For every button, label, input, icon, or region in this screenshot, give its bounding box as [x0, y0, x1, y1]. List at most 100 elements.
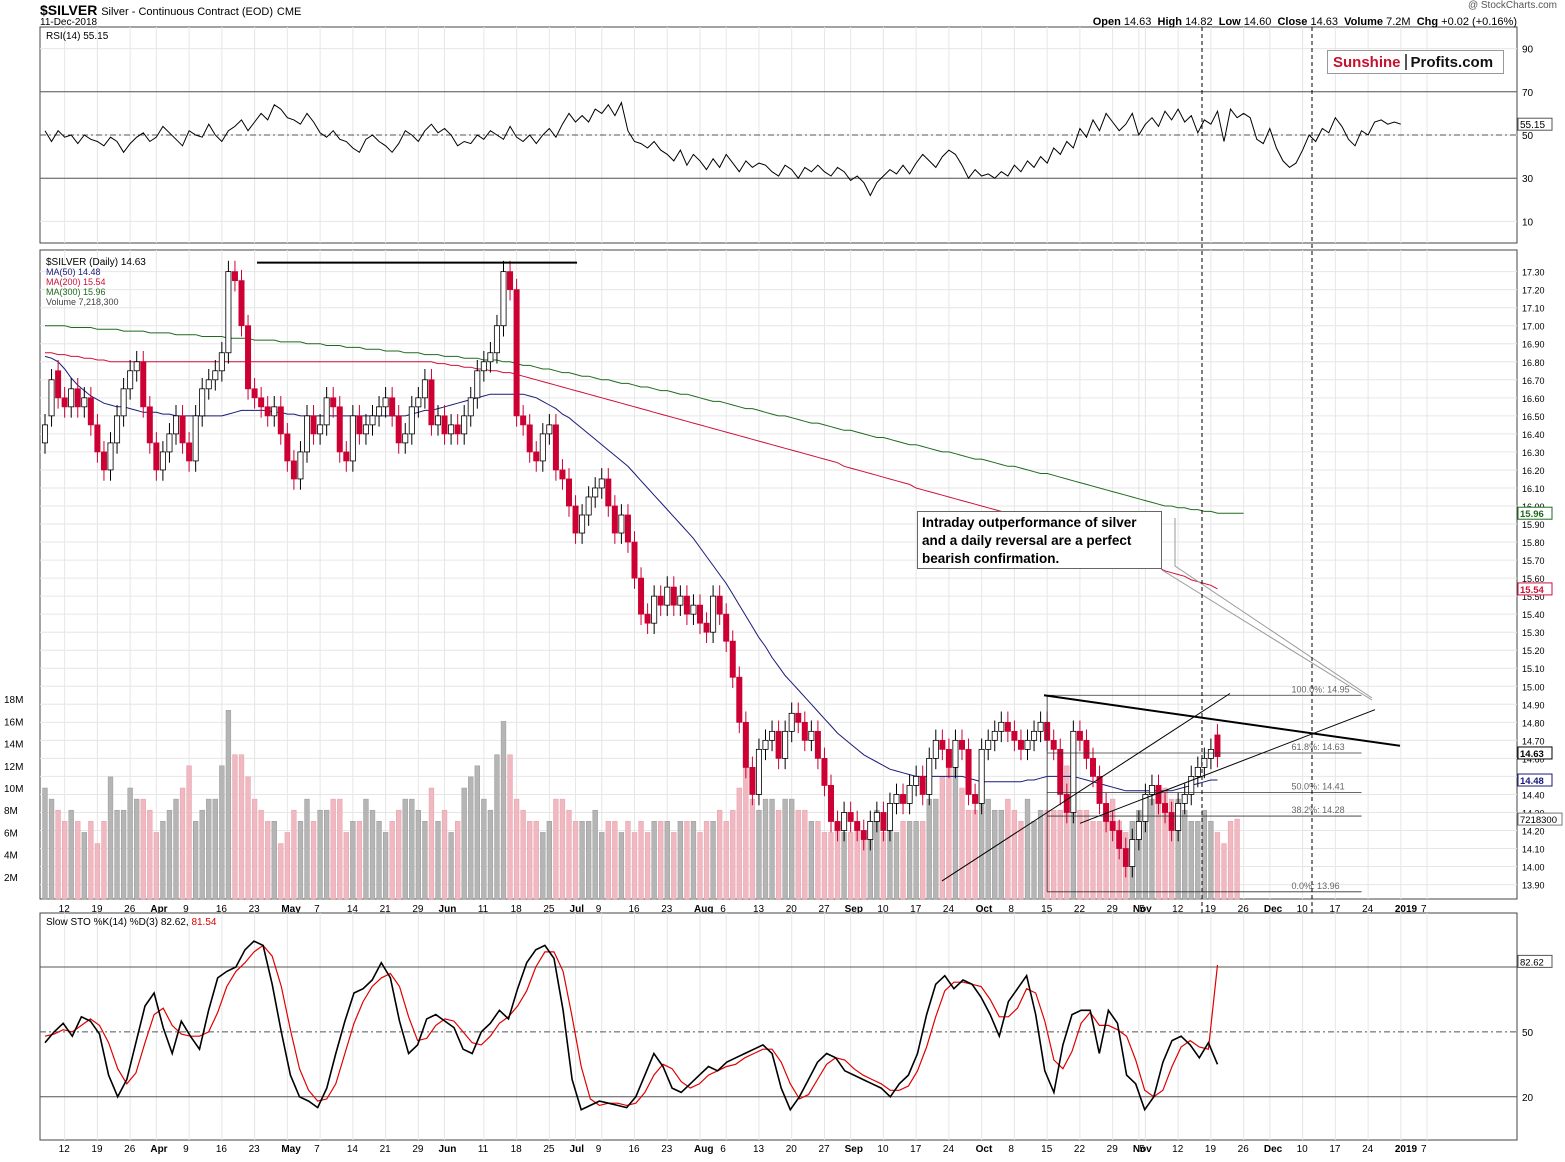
price-candle: [395, 405, 402, 454]
volume-bar: [848, 832, 854, 900]
volume-bar: [81, 832, 87, 900]
x-axis-label: 11: [478, 904, 489, 915]
candle-body: [87, 397, 94, 426]
candle-body: [1155, 785, 1162, 804]
annotation-box: Intraday outperformance of silver and a …: [917, 511, 1162, 569]
price-candle: [618, 504, 625, 544]
price-candle: [919, 765, 926, 806]
volume-bar: [1024, 798, 1031, 900]
volume-bar: [212, 798, 218, 900]
price-candle: [775, 720, 782, 770]
price-tick-label: 16.40: [1522, 430, 1545, 440]
candle-body: [644, 613, 651, 624]
price-candle: [146, 396, 153, 454]
candle-body: [1031, 730, 1038, 741]
x-axis-label: 22: [1074, 904, 1086, 915]
candle-body: [939, 739, 946, 750]
x-axis-label: 26: [1238, 904, 1250, 915]
candle-body: [814, 730, 821, 759]
volume-bar: [153, 832, 159, 900]
x-axis-label: 18: [511, 904, 523, 915]
price-candle: [421, 368, 428, 409]
candle-body: [448, 424, 455, 435]
candle-body: [1083, 739, 1090, 759]
volume-bar: [382, 832, 389, 900]
candle-body: [755, 748, 762, 795]
price-candle: [991, 720, 998, 752]
price-candle: [742, 711, 749, 779]
candle-body: [166, 433, 173, 453]
candle-body: [277, 406, 284, 435]
volume-bar: [638, 821, 644, 900]
x-axis-label: 29: [412, 904, 424, 915]
volume-bar: [1018, 821, 1024, 900]
candle-body: [1181, 794, 1188, 804]
candle-body: [218, 352, 225, 372]
x-axis-label: 7: [314, 904, 320, 915]
candle-body: [552, 424, 559, 471]
price-candle: [952, 729, 959, 779]
price-candle: [572, 495, 579, 544]
candle-body: [631, 541, 638, 579]
price-tick-label: 16.10: [1522, 484, 1545, 494]
volume-bar: [933, 798, 939, 900]
volume-bar: [579, 821, 585, 900]
candle-body: [978, 748, 985, 804]
candle-body: [624, 514, 631, 543]
volume-bar: [363, 798, 369, 900]
candle-body: [592, 487, 599, 498]
volume-bar: [1136, 809, 1142, 900]
volume-bar: [821, 832, 828, 900]
volume-bar: [540, 832, 546, 900]
fib-level-label: 38.2%: 14.28: [1292, 805, 1345, 815]
price-candle: [303, 405, 310, 463]
candle-body: [55, 370, 62, 399]
volume-bar: [1201, 809, 1207, 900]
candle-body: [913, 776, 920, 786]
price-candle: [965, 738, 972, 806]
candle-body: [651, 595, 658, 624]
high-label: High: [1157, 16, 1182, 28]
candle-body: [775, 730, 782, 759]
price-candle: [533, 441, 540, 472]
volume-bar: [441, 809, 448, 900]
volume-bar: [481, 798, 487, 900]
volume-bar: [1077, 809, 1083, 900]
bottom-x-axis-label: 25: [543, 1144, 555, 1155]
price-candle: [1116, 819, 1123, 860]
rsi-tick-label: 30: [1522, 174, 1534, 185]
x-axis-label: 24: [943, 904, 955, 915]
price-candle: [100, 441, 107, 481]
volume-bar: [651, 821, 657, 900]
volume-bar: [55, 809, 61, 900]
price-candle: [657, 585, 664, 616]
candle-body: [873, 812, 880, 822]
price-candle: [782, 720, 789, 770]
volume-bar: [520, 809, 526, 900]
volume-bar: [376, 821, 382, 900]
price-candle: [867, 810, 874, 851]
price-candle: [271, 396, 278, 427]
exchange-label: CME: [276, 6, 302, 18]
volume-bar: [1221, 843, 1227, 900]
x-axis-label: 10: [877, 904, 889, 915]
chg-label: Chg: [1416, 16, 1439, 28]
x-axis-label: Sep: [845, 904, 863, 915]
candle-body: [1037, 721, 1044, 732]
price-candle: [382, 387, 389, 418]
volume-bar: [500, 721, 507, 900]
candle-body: [782, 730, 789, 759]
candle-body: [638, 577, 645, 615]
bottom-x-axis-label: 26: [1238, 1144, 1250, 1155]
price-candle: [94, 414, 101, 463]
open-label: Open: [1092, 16, 1121, 28]
volume-bar: [769, 798, 775, 900]
candle-body: [402, 433, 409, 444]
price-candle: [945, 738, 952, 779]
volume-bar: [409, 798, 415, 900]
volume-bar: [278, 843, 284, 900]
volume-bar: [245, 776, 251, 900]
candle-body: [1188, 776, 1195, 795]
price-candle: [1004, 711, 1011, 743]
date-label: 11-Dec-2018: [40, 17, 98, 28]
